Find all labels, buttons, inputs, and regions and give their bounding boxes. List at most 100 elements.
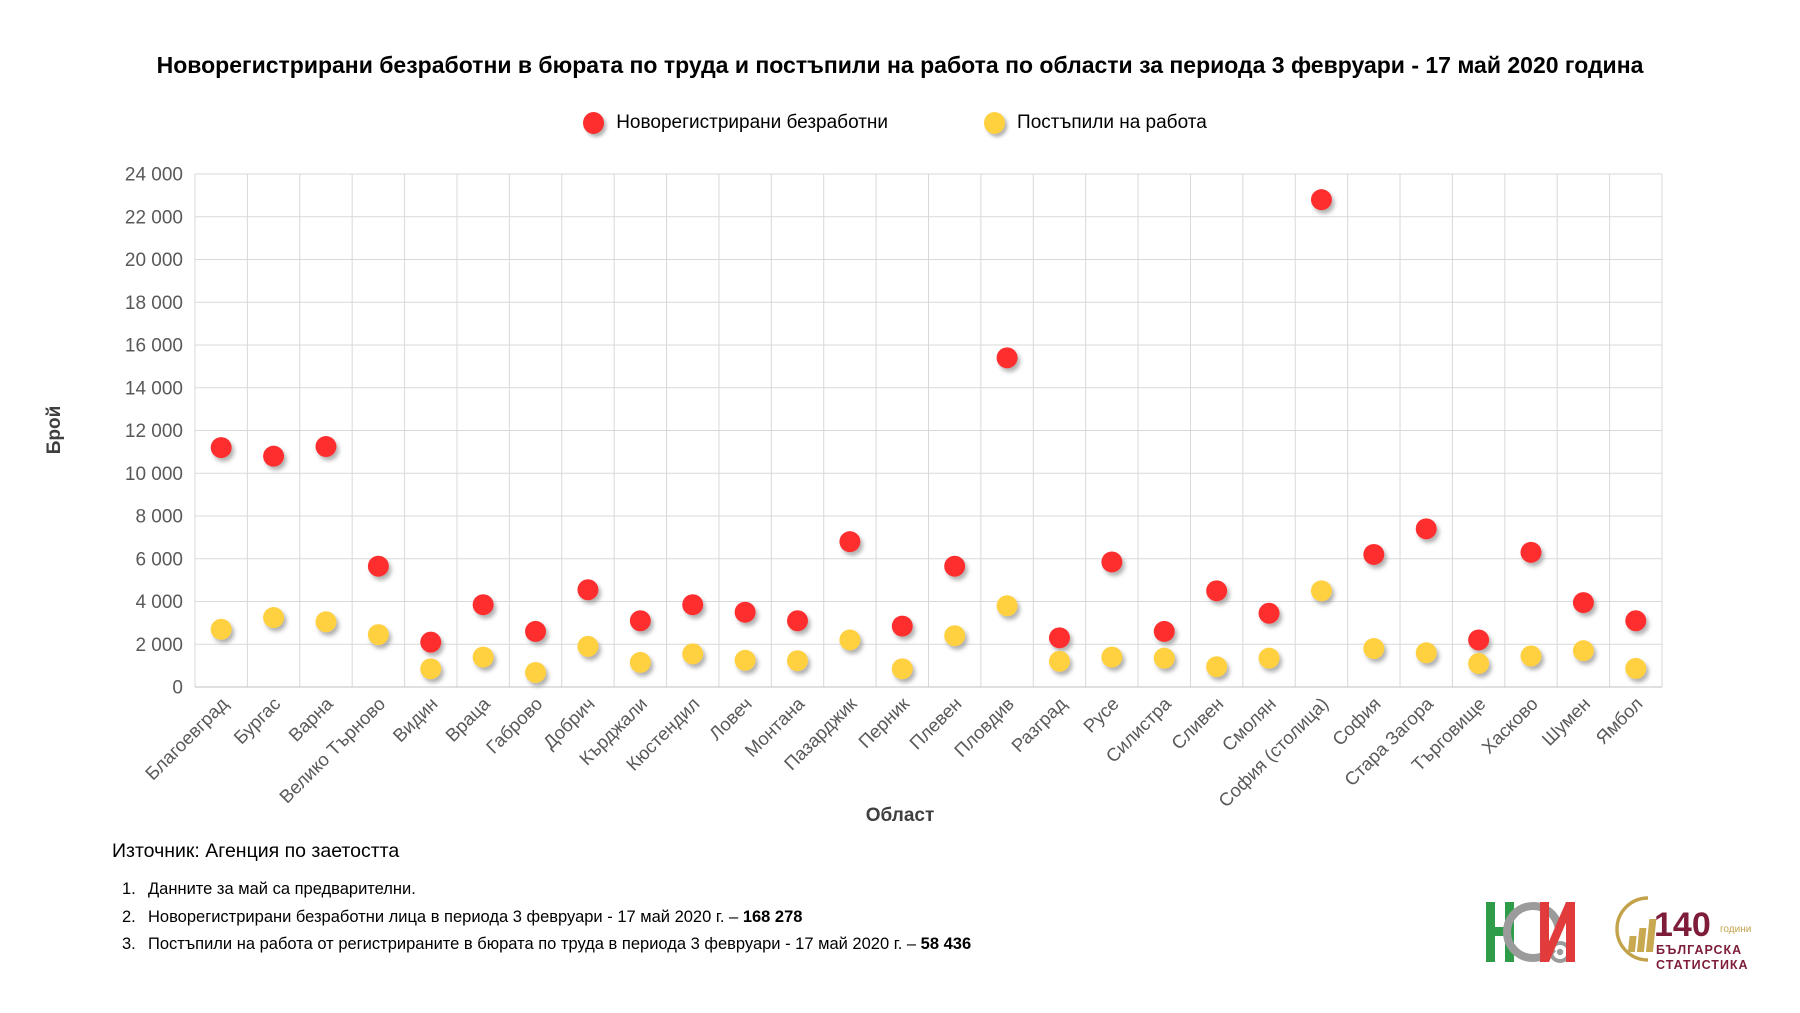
data-point: [1258, 602, 1280, 624]
legend-label-started-work: Постъпили на работа: [1017, 112, 1207, 133]
data-point: [682, 643, 704, 665]
legend: Новорегистрирани безработни Постъпили на…: [0, 112, 1790, 134]
data-point: [525, 620, 547, 642]
data-point: [367, 555, 389, 577]
data-point: [944, 625, 966, 647]
data-point: [315, 436, 337, 458]
y-tick-label: 18 000: [125, 293, 183, 314]
data-point: [1625, 610, 1647, 632]
y-tick-label: 6 000: [135, 549, 183, 570]
nsi-letter-i-shape: [1540, 902, 1575, 962]
footnote-3: 3. Постъпили на работа от регистрираните…: [122, 931, 971, 959]
data-point: [472, 594, 494, 616]
data-point: [263, 445, 285, 467]
x-category-label: Ямбол: [1591, 693, 1646, 748]
y-tick-label: 20 000: [125, 250, 183, 271]
anniversary-line2: СТАТИСТИКА: [1656, 958, 1749, 972]
data-point: [315, 611, 337, 633]
anniversary-bars-icon: [1627, 919, 1657, 952]
anniversary-line1: БЪЛГАРСКА: [1656, 943, 1742, 957]
legend-marker-red-icon: [583, 112, 605, 134]
legend-item-newly-registered: Новорегистрирани безработни: [583, 112, 888, 134]
legend-marker-yellow-icon: [984, 112, 1006, 134]
y-tick-labels: 0 2 000 4 000 6 000 8 000 10 000 12 000 14 000 1…: [125, 165, 183, 699]
anniversary-years: години: [1720, 924, 1751, 935]
data-point: [1572, 592, 1594, 614]
footnote-number: 2.: [122, 907, 136, 926]
data-point: [734, 649, 756, 671]
data-point: [1310, 580, 1332, 602]
series-1: [210, 580, 1647, 683]
anniversary-number: 140: [1654, 906, 1711, 944]
nsi-circle-c: [1503, 902, 1563, 962]
footnote-value: 58 436: [920, 935, 972, 953]
data-point: [891, 615, 913, 637]
footnote-text: Постъпили на работа от регистрираните в …: [148, 935, 921, 953]
y-tick-label: 12 000: [125, 421, 183, 442]
footnotes: 1. Данните за май са предварителни. 2. Н…: [122, 876, 971, 959]
footnote-text: Данните за май са предварителни.: [148, 880, 416, 898]
x-category-label: Шумен: [1538, 693, 1595, 750]
y-tick-label: 4 000: [135, 592, 183, 613]
x-category-label: Перник: [854, 692, 914, 752]
data-point: [682, 594, 704, 616]
y-tick-label: 8 000: [135, 507, 183, 528]
data-point: [1468, 652, 1490, 674]
x-category-label: Русе: [1079, 693, 1123, 737]
anniversary-140-logo: 140 години БЪЛГАРСКА СТАТИСТИКА: [1615, 896, 1751, 972]
footnote-2: 2. Новорегистрирани безработни лица в пе…: [122, 904, 971, 932]
logos: 140 години БЪЛГАРСКА СТАТИСТИКА: [1486, 896, 1751, 972]
series-0: [210, 189, 1647, 653]
y-tick-label: 24 000: [125, 165, 183, 186]
legend-item-started-work: Постъпили на работа: [984, 112, 1207, 134]
footnote-number: 3.: [122, 935, 136, 953]
y-tick-label: 16 000: [125, 336, 183, 357]
data-point: [472, 646, 494, 668]
source-note: Източник: Агенция по заетостта: [112, 840, 400, 862]
data-point: [891, 658, 913, 680]
data-point: [1363, 638, 1385, 660]
data-point: [1363, 543, 1385, 565]
data-point: [996, 595, 1018, 617]
data-point: [1153, 647, 1175, 669]
data-point: [839, 531, 861, 553]
data-point: [263, 607, 285, 629]
data-point: [1468, 629, 1490, 651]
x-category-label: Габрово: [482, 693, 547, 758]
data-point: [839, 629, 861, 651]
grid-lines: [194, 173, 1663, 688]
data-point: [420, 631, 442, 653]
data-point: [1520, 541, 1542, 563]
data-point: [1415, 518, 1437, 540]
scatter-plot: 0 2 000 4 000 6 000 8 000 10 000 12 000 14 000 1…: [44, 165, 1663, 826]
legend-label-newly-registered: Новорегистрирани безработни: [616, 112, 889, 133]
data-point: [1310, 189, 1332, 211]
data-points: [210, 189, 1647, 683]
data-point: [944, 555, 966, 577]
data-point: [577, 635, 599, 657]
x-category-label: Хасково: [1477, 693, 1542, 758]
chart-title: Новорегистрирани безработни в бюрата по …: [156, 52, 1644, 78]
data-point: [525, 661, 547, 683]
data-point: [787, 650, 809, 672]
data-point: [629, 610, 651, 632]
footnote-value: 168 278: [742, 907, 803, 926]
footnote-number: 1.: [122, 880, 136, 898]
y-tick-label: 22 000: [125, 207, 183, 228]
data-point: [1206, 656, 1228, 678]
data-point: [996, 347, 1018, 369]
x-category-label: Благоевград: [141, 693, 232, 784]
data-point: [210, 618, 232, 640]
data-point: [629, 651, 651, 673]
x-category-label: Сливен: [1167, 693, 1228, 754]
data-point: [1258, 647, 1280, 669]
y-tick-label: 2 000: [135, 635, 183, 656]
y-tick-label: 0: [172, 678, 183, 699]
x-category-label: Ловеч: [705, 693, 756, 744]
data-point: [420, 658, 442, 680]
x-axis-title: Област: [866, 805, 935, 826]
x-category-label: Разград: [1007, 693, 1070, 756]
y-axis-title: Брой: [44, 406, 65, 455]
data-point: [787, 610, 809, 632]
